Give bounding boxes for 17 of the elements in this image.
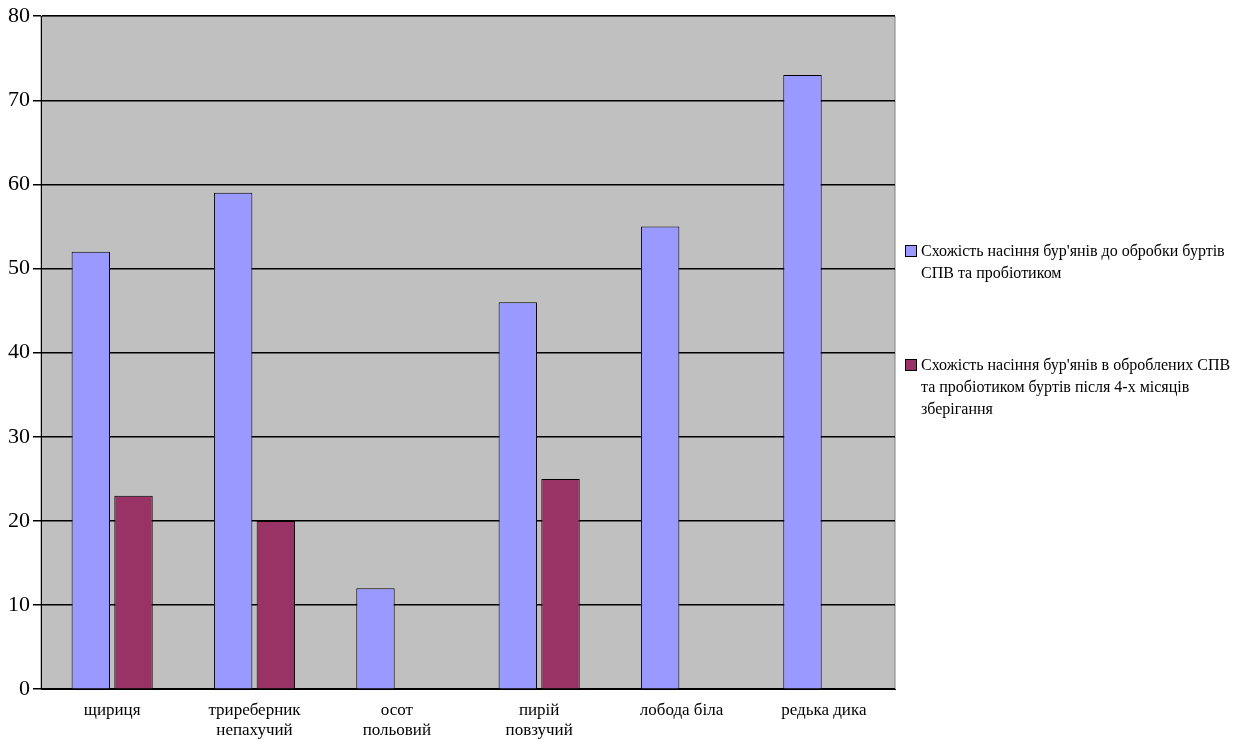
x-tick-label: триреберник непахучий <box>208 699 302 740</box>
legend-label: Схожість насіння бур'янів в оброблених СПВ та пробіотиком буртів після 4-х місяців зберігання <box>921 355 1232 420</box>
y-tick-label: 60 <box>8 170 30 196</box>
y-tick-label: 70 <box>8 86 30 112</box>
legend-label: Схожість насіння бур'янів до обробки буртів СПВ та пробіотиком <box>921 241 1226 284</box>
x-tick-label: щириця <box>83 699 141 719</box>
x-tick-label: редька дика <box>781 699 867 719</box>
y-tick-label: 50 <box>8 254 30 280</box>
y-tick-label: 10 <box>8 590 30 616</box>
x-tick-label: осот польовий <box>362 699 432 740</box>
x-tick-label: пирій повзучий <box>505 699 573 740</box>
y-tick-label: 30 <box>8 422 30 448</box>
x-tick-label: лобода біла <box>639 699 724 719</box>
y-tick-label: 0 <box>19 674 30 700</box>
y-tick-label: 20 <box>8 506 30 532</box>
y-tick-label: 80 <box>8 1 30 27</box>
y-tick-label: 40 <box>8 338 30 364</box>
